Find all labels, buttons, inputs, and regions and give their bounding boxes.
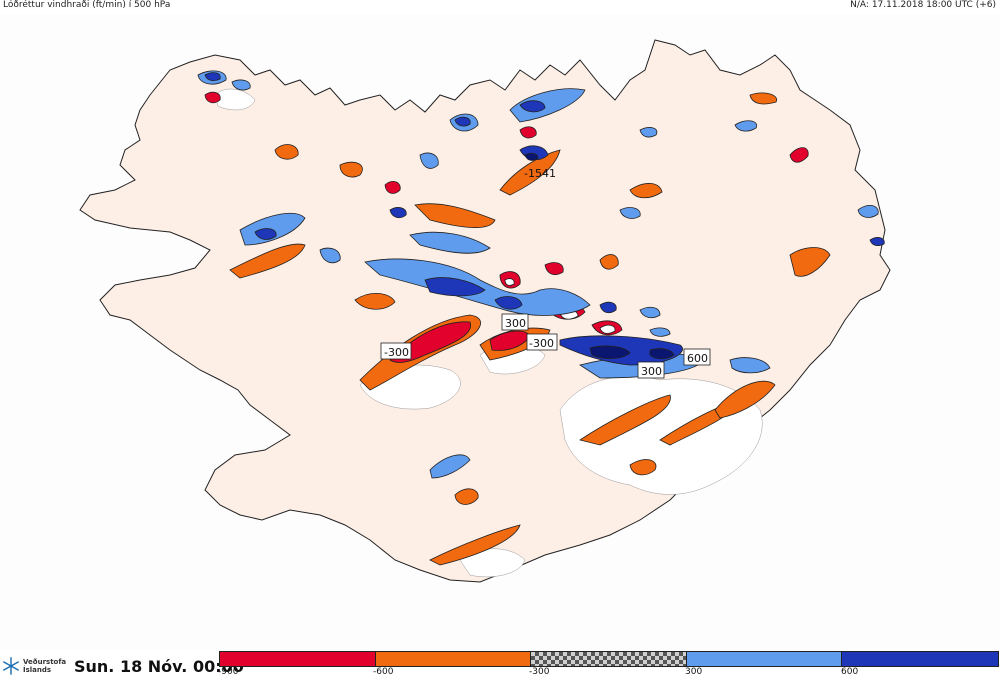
dark-blue-blob-2 xyxy=(519,100,546,113)
logo-line-1: Veðurstofa xyxy=(23,658,67,666)
valid-time-label: Sun. 18 Nóv. 00:00 xyxy=(74,657,244,676)
orange-band-3 xyxy=(229,243,306,279)
orange-blob-5 xyxy=(789,247,831,277)
white-zone-nw xyxy=(214,88,256,111)
orange-blob-2 xyxy=(629,459,657,476)
contour-label-6: -1541 xyxy=(524,167,556,180)
dark-blue-blob-6 xyxy=(389,207,407,219)
orange-band-8 xyxy=(429,524,521,566)
colorbar-segment-strong-up xyxy=(842,652,998,666)
dark-blue-blob-7 xyxy=(599,301,617,314)
logo-line-2: Íslands xyxy=(23,666,52,674)
orange-blob-1 xyxy=(454,488,479,505)
orange-band-5 xyxy=(579,394,671,446)
iceland-land xyxy=(79,39,891,583)
orange-blob-6 xyxy=(599,254,619,270)
blue-blob-2 xyxy=(509,88,586,123)
colorbar-segment-up xyxy=(686,652,843,666)
orange-blob-10 xyxy=(499,149,561,196)
blue-blob-12 xyxy=(649,327,671,337)
core-white-2 xyxy=(599,324,616,334)
core-white-3 xyxy=(504,278,515,286)
extreme-core-1 xyxy=(589,345,631,359)
label-box-3 xyxy=(526,333,558,351)
colorbar-tick-2: -600 xyxy=(373,667,394,677)
blue-band-4 xyxy=(429,454,471,479)
dark-blue-blob-5 xyxy=(254,228,277,240)
colorbar-tick-5: 600 xyxy=(841,667,859,677)
orange-band-7 xyxy=(714,380,776,419)
dark-blue-band-1 xyxy=(424,277,486,297)
iceland-map: -300 300 -300 300 600 -1541 xyxy=(79,39,891,583)
red-blob-6 xyxy=(204,91,221,104)
colorbar-segment-strong-down xyxy=(220,652,376,666)
contour-label-1: -300 xyxy=(384,346,409,359)
contour-label-2: 300 xyxy=(505,317,526,330)
colorbar-tick-4: 300 xyxy=(685,667,703,677)
extreme-core-2 xyxy=(649,348,675,360)
dark-blue-blob-4 xyxy=(204,72,221,82)
blue-blob-4 xyxy=(231,79,251,91)
label-box-2 xyxy=(501,313,529,331)
orange-blob-3 xyxy=(274,144,299,160)
blue-blob-11 xyxy=(857,204,879,218)
orange-blob-8 xyxy=(354,293,396,310)
label-box-5 xyxy=(683,348,711,366)
red-blob-7 xyxy=(519,126,537,139)
blue-blob-10 xyxy=(639,127,658,138)
blue-blob-9 xyxy=(419,152,439,169)
blue-blob-7 xyxy=(619,207,641,219)
dark-blue-band-3 xyxy=(494,296,523,310)
map-title: Lóðréttur vindhraði (ft/min) í 500 hPa xyxy=(3,0,171,10)
vedurstofa-logo: Veðurstofa Íslands xyxy=(2,655,70,677)
orange-blob-7 xyxy=(629,183,663,199)
blue-blob-6 xyxy=(639,306,661,319)
contour-label-5: 600 xyxy=(687,352,708,365)
orange-band-4 xyxy=(414,203,496,228)
blue-band-3 xyxy=(409,231,491,254)
red-blob-5 xyxy=(384,180,401,194)
colorbar-tick-1: -900 xyxy=(218,667,239,677)
red-blob-8 xyxy=(544,262,564,276)
label-box-1 xyxy=(380,342,412,360)
red-blob-4 xyxy=(789,147,809,163)
run-info: N/A: 17.11.2018 18:00 UTC (+6) xyxy=(850,0,996,10)
dark-blue-blob-3 xyxy=(454,116,471,127)
contour-label-4: 300 xyxy=(641,365,662,378)
blue-blob-5 xyxy=(734,120,758,132)
contour-label-3: -300 xyxy=(529,337,554,350)
blue-band-6 xyxy=(729,357,771,374)
colorbar-segment-down xyxy=(375,652,532,666)
colorbar-segment-neutral xyxy=(531,652,687,666)
colorbar-tick-3: -300 xyxy=(529,667,550,677)
label-box-4 xyxy=(637,361,665,379)
orange-blob-9 xyxy=(749,92,778,105)
map-area: -300 300 -300 300 600 -1541 xyxy=(0,14,1000,650)
colorbar xyxy=(219,651,999,667)
dark-blue-blob-8 xyxy=(869,237,885,247)
extreme-core-3 xyxy=(524,152,539,161)
snowflake-logo-icon xyxy=(3,657,19,675)
blue-blob-8 xyxy=(319,247,341,264)
orange-blob-4 xyxy=(339,161,363,178)
